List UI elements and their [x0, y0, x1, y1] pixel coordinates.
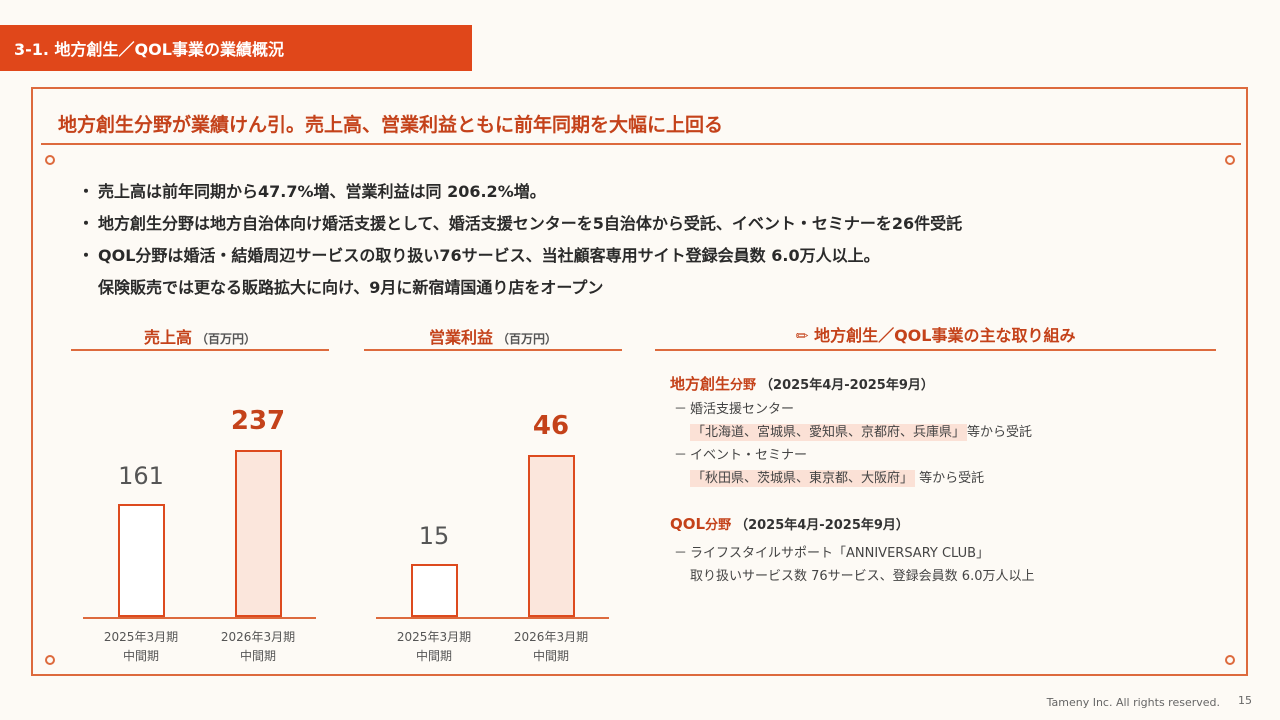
headline: 地方創生分野が業績けん引。売上高、営業利益ともに前年同期を大幅に上回る: [58, 114, 724, 136]
highlighted-prefectures: 「北海道、宮城県、愛知県、京都府、兵庫県」: [690, 424, 968, 441]
qol-heading: QOL分野 （2025年4月-2025年9月）: [670, 515, 909, 533]
bullet-dot: ・: [78, 214, 95, 233]
sales-category-label: 2025年3月期 中間期: [103, 630, 179, 663]
section-header-bar: 3-1. 地方創生／QOL事業の業績概況: [0, 25, 472, 71]
profit-chart-title-rule: [364, 349, 622, 351]
profit-category-label: 2026年3月期 中間期: [513, 630, 589, 663]
corner-dot-top-left: [45, 155, 55, 165]
bullet-item: ・地方創生分野は地方自治体向け婚活支援として、婚活支援センターを5自治体から受託…: [78, 208, 962, 240]
pencil-icon: ✎: [790, 325, 813, 347]
profit-value-label-prev: 15: [418, 522, 450, 550]
highlighted-prefectures: 「秋田県、茨城県、東京都、大阪府」: [690, 470, 916, 487]
profit-chart-baseline: [376, 617, 609, 619]
initiatives-title-rule: [655, 349, 1216, 351]
sales-chart-title-rule: [71, 349, 329, 351]
page-number: 15: [1238, 694, 1252, 707]
bullet-dot: ・: [78, 182, 95, 201]
regional-item: 「秋田県、茨城県、東京都、大阪府」 等から受託: [690, 470, 985, 487]
regional-item: －イベント・セミナー: [674, 448, 808, 463]
profit-bar-curr: [527, 455, 575, 617]
sales-chart-title: 売上高 （百万円）: [143, 328, 257, 347]
regional-heading: 地方創生分野 （2025年4月-2025年9月）: [670, 375, 934, 393]
summary-bullets: ・売上高は前年同期から47.7%増、営業利益は同 206.2%増。 ・地方創生分…: [78, 176, 962, 304]
corner-dot-top-right: [1225, 155, 1235, 165]
profit-category-label: 2025年3月期 中間期: [396, 630, 472, 663]
sales-category-label: 2026年3月期 中間期: [220, 630, 296, 663]
qol-item: 取り扱いサービス数 76サービス、登録会員数 6.0万人以上: [690, 569, 1035, 584]
profit-bar-prev: [410, 564, 458, 617]
sales-value-label-curr: 237: [230, 406, 286, 436]
sales-bar-prev: [117, 504, 165, 617]
sales-bar-curr: [234, 450, 282, 617]
headline-divider: [41, 143, 1241, 145]
bullet-dot: ・: [78, 246, 95, 265]
sales-chart-baseline: [83, 617, 316, 619]
bullet-item: ・売上高は前年同期から47.7%増、営業利益は同 206.2%増。: [78, 176, 962, 208]
sales-chart-unit: （百万円）: [196, 332, 257, 346]
copyright: Tameny Inc. All rights reserved.: [1046, 696, 1220, 709]
bullet-item-continuation: 保険販売では更なる販路拡大に向け、9月に新宿靖国通り店をオープン: [98, 278, 604, 297]
bullet-item: ・ QOL分野は婚活・結婚周辺サービスの取り扱い76サービス、当社顧客専用サイト登…: [78, 240, 962, 272]
qol-item: －ライフスタイルサポート「ANNIVERSARY CLUB」: [674, 546, 990, 561]
profit-chart-unit: （百万円）: [497, 332, 558, 346]
initiatives-title: ✎地方創生／QOL事業の主な取り組み: [790, 325, 1076, 347]
regional-item: －婚活支援センター: [674, 402, 795, 417]
sales-value-label-prev: 161: [118, 462, 164, 490]
regional-item: 「北海道、宮城県、愛知県、京都府、兵庫県」 等から受託: [690, 424, 1033, 441]
corner-dot-bottom-right: [1225, 655, 1235, 665]
content-frame: [31, 87, 1248, 676]
corner-dot-bottom-left: [45, 655, 55, 665]
section-title: 3-1. 地方創生／QOL事業の業績概況: [14, 40, 284, 59]
profit-chart-title: 営業利益 （百万円）: [428, 328, 558, 347]
profit-value-label-curr: 46: [532, 411, 570, 441]
